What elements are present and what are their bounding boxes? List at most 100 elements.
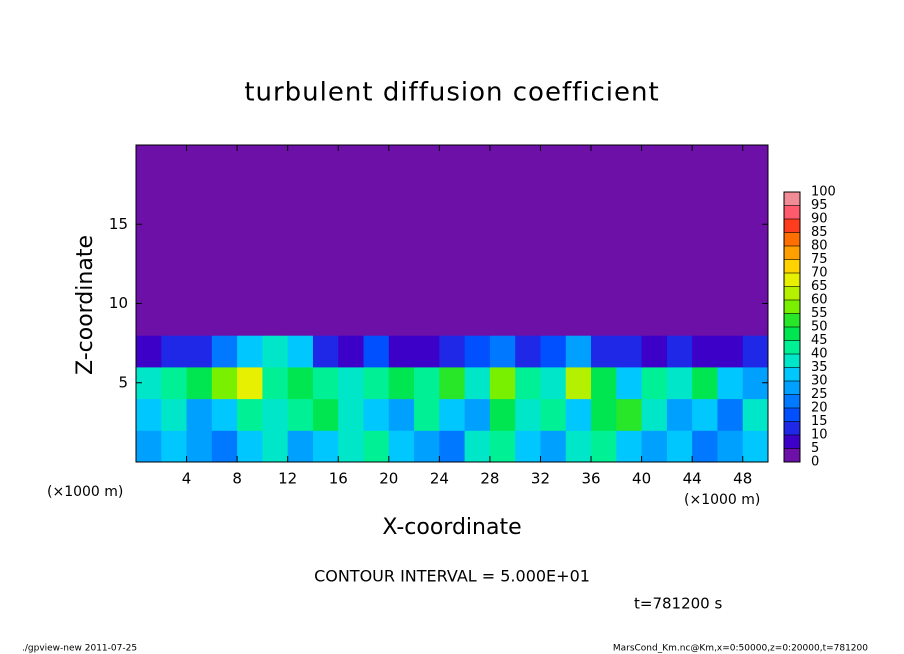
heat-cell	[186, 271, 213, 304]
heat-cell	[262, 366, 289, 400]
heat-cell	[641, 271, 668, 304]
colorbar-label: 35	[811, 360, 828, 375]
heat-cell	[287, 176, 314, 209]
y-tick-label: 5	[118, 373, 128, 391]
heat-cell	[515, 366, 541, 400]
heat-cell	[591, 335, 617, 368]
heat-cell	[591, 240, 617, 273]
colorbar-label: 45	[811, 333, 828, 348]
colorbar-swatch	[784, 259, 800, 273]
x-tick-label: 12	[278, 470, 297, 488]
heat-cell	[414, 335, 440, 368]
colorbar-swatch	[784, 354, 800, 368]
heat-cell	[262, 398, 289, 431]
heat-cell	[717, 208, 744, 241]
heat-cell	[237, 430, 263, 463]
heat-cell	[388, 145, 415, 178]
heat-cell	[388, 430, 415, 463]
heat-cell	[591, 366, 617, 400]
heat-cell	[641, 303, 668, 336]
heat-cell	[287, 208, 314, 241]
heat-cell	[161, 208, 188, 241]
heat-cell	[464, 398, 491, 431]
heat-cell	[591, 208, 617, 241]
heat-cell	[136, 240, 162, 273]
heat-cell	[692, 303, 718, 336]
heat-cell	[717, 398, 744, 431]
heat-cell	[262, 240, 289, 273]
heat-cell	[464, 271, 491, 304]
y-unit-label: (×1000 m)	[47, 484, 123, 500]
heat-cell	[692, 430, 718, 463]
heat-cell	[136, 176, 162, 209]
heat-cell	[161, 430, 188, 463]
heat-cell	[666, 366, 693, 400]
heat-cell	[565, 176, 592, 209]
heat-cell	[464, 366, 491, 400]
heat-cell	[742, 271, 769, 304]
heat-cell	[211, 240, 238, 273]
heat-cell	[414, 176, 440, 209]
heat-cell	[616, 176, 643, 209]
heat-cell	[287, 303, 314, 336]
heat-cell	[717, 176, 744, 209]
heat-cell	[312, 176, 339, 209]
heat-cell	[211, 303, 238, 336]
heat-cell	[692, 145, 718, 178]
colorbar-swatch	[784, 448, 800, 462]
heat-cell	[338, 366, 365, 400]
heat-cell	[515, 398, 541, 431]
heat-cell	[742, 398, 769, 431]
heat-cell	[186, 398, 213, 431]
time-label: t=781200 s	[634, 595, 722, 613]
heat-cell	[287, 271, 314, 304]
colorbar-swatch	[784, 205, 800, 219]
heat-cell	[388, 303, 415, 336]
heat-cell	[515, 176, 541, 209]
heat-cell	[161, 271, 188, 304]
heat-cell	[489, 303, 516, 336]
heat-cell	[262, 335, 289, 368]
heat-cell	[616, 366, 643, 400]
colorbar-swatch	[784, 367, 800, 381]
heat-cell	[338, 271, 365, 304]
heat-cell	[312, 398, 339, 431]
x-tick-label: 36	[581, 470, 600, 488]
colorbar-swatch	[784, 232, 800, 246]
heat-cell	[211, 398, 238, 431]
x-tick-label: 4	[182, 470, 192, 488]
heat-cell	[287, 240, 314, 273]
heat-cell	[363, 208, 390, 241]
x-tick-label: 32	[531, 470, 550, 488]
heat-cell	[692, 176, 718, 209]
colorbar-label: 40	[811, 347, 828, 362]
heat-cell	[540, 366, 567, 400]
heat-cell	[186, 208, 213, 241]
heat-cell	[742, 240, 769, 273]
colorbar-swatch	[784, 300, 800, 314]
heat-cell	[717, 366, 744, 400]
heat-cell	[692, 271, 718, 304]
heat-cell	[312, 303, 339, 336]
heat-cell	[287, 366, 314, 400]
heat-cell	[186, 240, 213, 273]
heat-cell	[161, 303, 188, 336]
heat-cell	[439, 271, 466, 304]
colorbar-label: 55	[811, 306, 828, 321]
heat-cell	[717, 240, 744, 273]
heat-cell	[616, 335, 643, 368]
heat-cell	[439, 430, 466, 463]
heat-cell	[262, 271, 289, 304]
y-tick-label: 15	[109, 215, 128, 233]
colorbar-label: 15	[811, 414, 828, 429]
heat-cell	[565, 366, 592, 400]
colorbar-label: 85	[811, 225, 828, 240]
heat-cell	[262, 145, 289, 178]
heat-cell	[742, 303, 769, 336]
heat-cell	[641, 208, 668, 241]
colorbar-label: 30	[811, 374, 828, 389]
x-tick-label: 24	[430, 470, 449, 488]
colorbar-swatch	[784, 327, 800, 341]
heat-cell	[237, 335, 263, 368]
